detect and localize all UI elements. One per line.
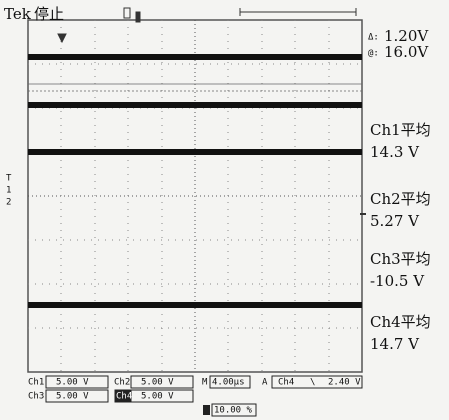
- background: [0, 0, 449, 420]
- timebase-name: M: [202, 378, 208, 388]
- channel-marker: T: [6, 174, 12, 184]
- measurement-label: Ch4平均: [370, 313, 431, 331]
- channel-scale: 5.00 V: [56, 378, 89, 388]
- trace: [28, 149, 362, 155]
- measurement-value: -10.5 V: [370, 272, 425, 290]
- channel-name: Ch3: [28, 392, 44, 402]
- channel-name: Ch4: [116, 392, 132, 402]
- position: 10.00 %: [214, 406, 253, 416]
- channel-name: Ch1: [28, 378, 44, 388]
- measurement-value: 14.3 V: [370, 143, 420, 161]
- brand: Tek: [4, 5, 32, 23]
- trigger-source: Ch4: [278, 378, 294, 388]
- channel-marker: 2: [6, 198, 11, 208]
- trace: [28, 302, 362, 308]
- position-icon: [203, 405, 210, 415]
- measurement-value: 14.7 V: [370, 335, 420, 353]
- trigger-slope: \: [310, 378, 315, 388]
- cursor-value: 16.0V: [384, 43, 429, 61]
- channel-scale: 5.00 V: [141, 378, 174, 388]
- trace: [28, 102, 362, 108]
- cursor-label: Δ:: [368, 33, 379, 43]
- measurement-value: 5.27 V: [370, 212, 420, 230]
- trigger-level: 2.40 V: [328, 378, 361, 388]
- channel-name: Ch2: [114, 378, 130, 388]
- status: 停止: [34, 5, 64, 23]
- timebase-scale: 4.00µs: [212, 378, 245, 388]
- channel-marker: 1: [6, 186, 11, 196]
- measurement-label: Ch1平均: [370, 121, 431, 139]
- trigger-mode: A: [262, 378, 268, 388]
- channel-scale: 5.00 V: [56, 392, 89, 402]
- cursor-label: @:: [368, 49, 379, 59]
- measurement-label: Ch3平均: [370, 250, 431, 268]
- channel-scale: 5.00 V: [141, 392, 174, 402]
- scope-screen: Tek 停止 T 1 2 Δ: 1.20V @: 16.0V Ch1平均 14.…: [0, 0, 449, 420]
- measurement-label: Ch2平均: [370, 190, 431, 208]
- trace: [28, 54, 362, 60]
